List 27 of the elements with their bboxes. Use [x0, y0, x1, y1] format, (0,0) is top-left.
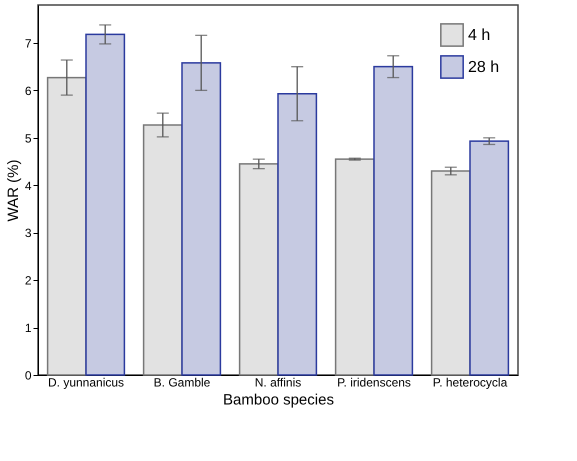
x-tick-label: P. iridenscens [337, 376, 411, 390]
x-tick-label: B. Gamble [154, 376, 211, 390]
y-axis-title: WAR (%) [4, 160, 22, 222]
y-tick-label: 0 [24, 368, 32, 382]
y-tick-label: 5 [24, 131, 32, 146]
bar [334, 158, 375, 376]
bar [85, 34, 126, 376]
x-tick-label: D. yunnanicus [48, 376, 124, 390]
legend-label: 4 h [468, 27, 490, 44]
bar [469, 140, 510, 376]
x-tick-label: N. affinis [254, 376, 302, 390]
bar [46, 76, 87, 376]
y-tick-label: 1 [24, 321, 32, 336]
bar [277, 92, 318, 376]
y-tick-label: 4 [24, 178, 32, 193]
legend-label: 28 h [468, 59, 500, 76]
x-tick-label: P. heterocycla [432, 376, 508, 390]
bar [181, 62, 222, 376]
y-tick-label: 6 [24, 84, 32, 98]
bar [430, 170, 471, 376]
y-tick-label: 7 [24, 36, 32, 50]
bar [238, 163, 279, 376]
x-axis-title: Bamboo species [223, 392, 334, 408]
y-tick-label: 2 [24, 274, 32, 288]
bar [373, 66, 414, 376]
y-tick-label: 3 [24, 226, 32, 240]
bar [142, 124, 183, 376]
